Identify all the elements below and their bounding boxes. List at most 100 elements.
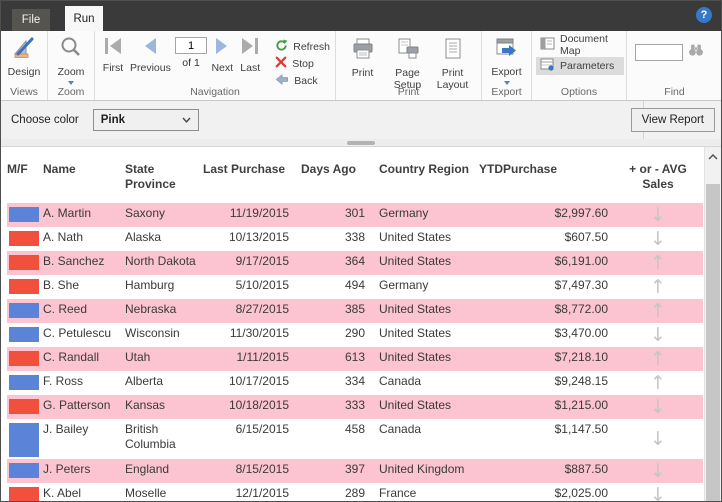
table-row: A. Nath Alaska 10/13/2015 338 United States $… xyxy=(7,227,703,251)
table-row: C. Petulescu Wisconsin 11/30/2015 290 United… xyxy=(7,323,703,347)
ytd-purchase-cell: $7,218.10 xyxy=(554,349,608,364)
last-purchase-cell: 8/15/2015 xyxy=(235,461,289,476)
design-button[interactable]: Design xyxy=(2,31,46,78)
red-indicator-swatch xyxy=(9,230,39,246)
blue-indicator-swatch xyxy=(9,374,39,390)
next-page-button[interactable]: Next xyxy=(208,35,236,74)
print-layout-icon xyxy=(440,36,466,65)
days-ago-cell: 397 xyxy=(344,461,365,476)
name-cell: A. Nath xyxy=(43,229,84,244)
last-purchase-cell: 11/30/2015 xyxy=(229,325,289,340)
trend-down-arrow-icon: ↓ xyxy=(650,427,666,450)
previous-page-button[interactable]: Previous xyxy=(127,35,174,74)
country-region-cell: United States xyxy=(379,301,452,316)
state-province-cell: British Columbia xyxy=(125,421,176,452)
trend-down-arrow-icon: ↓ xyxy=(650,395,666,418)
mf-indicator-cell xyxy=(7,483,43,501)
name-cell: B. Sanchez xyxy=(43,253,105,268)
view-report-button[interactable]: View Report xyxy=(630,108,715,132)
print-button[interactable]: Print xyxy=(340,34,385,91)
country-region-cell: France xyxy=(379,485,417,500)
printer-icon xyxy=(350,36,376,65)
table-row: C. Randall Utah 1/11/2015 613 United States $… xyxy=(7,346,703,371)
last-purchase-cell: 9/17/2015 xyxy=(235,253,289,268)
name-cell: C. Petulescu xyxy=(43,325,112,340)
state-province-cell: Wisconsin xyxy=(125,325,180,340)
days-ago-cell: 301 xyxy=(344,205,365,220)
days-ago-cell: 290 xyxy=(344,325,365,340)
document-map-icon xyxy=(540,37,555,53)
find-input[interactable] xyxy=(635,44,683,61)
mf-indicator-cell xyxy=(7,251,43,275)
mf-indicator-cell xyxy=(7,275,43,299)
stop-button[interactable]: Stop xyxy=(272,55,333,72)
zoom-button[interactable]: Zoom xyxy=(49,31,93,86)
report-table: M/F Name State Province Last Purchase Days A… xyxy=(7,160,703,501)
scrollbar-thumb[interactable] xyxy=(706,184,720,501)
chevron-down-icon xyxy=(182,114,191,126)
stop-icon xyxy=(275,56,287,71)
table-row: G. Patterson Kansas 10/18/2015 333 United St… xyxy=(7,394,703,419)
scrollbar-track[interactable] xyxy=(705,164,721,184)
ribbon-group-print: Print Page Setup Print Layout Print xyxy=(336,31,482,100)
ribbon-group-views: Design Views xyxy=(1,31,48,100)
tab-run[interactable]: Run xyxy=(65,6,103,31)
state-province-cell: Alberta xyxy=(125,373,164,388)
ytd-purchase-cell: $7,497.30 xyxy=(554,277,608,292)
ytd-purchase-cell: $1,215.00 xyxy=(554,397,608,412)
page-setup-button[interactable]: Page Setup xyxy=(385,34,430,91)
ytd-purchase-cell: $2,997.60 xyxy=(554,205,608,220)
export-dropdown-caret-icon xyxy=(503,81,510,86)
column-header: Country Region xyxy=(379,162,469,176)
country-region-cell: United States xyxy=(379,349,452,364)
export-button[interactable]: Export xyxy=(484,31,530,86)
mf-indicator-cell xyxy=(7,395,43,419)
country-region-cell: United States xyxy=(379,397,452,412)
refresh-button[interactable]: Refresh xyxy=(272,38,333,55)
table-row: C. Reed Nebraska 8/27/2015 385 United States… xyxy=(7,298,703,323)
back-button[interactable]: Back xyxy=(272,72,333,89)
splitter-bar[interactable] xyxy=(1,139,721,147)
page-number-input[interactable] xyxy=(175,37,208,54)
ytd-purchase-cell: $6,191.00 xyxy=(554,253,608,268)
days-ago-cell: 494 xyxy=(344,277,365,292)
blue-indicator-swatch xyxy=(9,302,39,318)
state-province-cell: North Dakota xyxy=(125,253,196,268)
document-map-button[interactable]: Document Map xyxy=(536,33,624,57)
parameters-icon xyxy=(540,58,555,74)
next-page-icon xyxy=(211,37,233,58)
state-province-cell: Saxony xyxy=(125,205,166,220)
export-group-label: Export xyxy=(491,86,522,98)
help-icon[interactable]: ? xyxy=(696,7,712,23)
ytd-purchase-cell: $9,248.15 xyxy=(554,373,608,388)
ytd-purchase-cell: $607.50 xyxy=(564,229,608,244)
state-province-cell: Alaska xyxy=(125,229,162,244)
splitter-grip-icon xyxy=(347,141,375,145)
column-header: M/F xyxy=(7,162,28,176)
ytd-purchase-cell: $887.50 xyxy=(564,461,608,476)
trend-down-arrow-icon: ↓ xyxy=(650,323,666,346)
design-icon xyxy=(11,35,37,64)
trend-up-arrow-icon: ↑ xyxy=(650,275,666,298)
report-table-header-row: M/F Name State Province Last Purchase Days A… xyxy=(7,160,703,203)
report-table-body: A. Martin Saxony 11/19/2015 301 Germany $2,99… xyxy=(7,202,703,501)
scroll-up-button[interactable] xyxy=(705,147,721,164)
tab-file[interactable]: File xyxy=(12,9,50,31)
last-purchase-cell: 10/17/2015 xyxy=(228,373,289,388)
print-layout-button[interactable]: Print Layout xyxy=(430,34,475,91)
trend-up-arrow-icon: ↑ xyxy=(650,251,666,274)
last-page-button[interactable]: Last xyxy=(236,35,264,74)
options-group-label: Options xyxy=(560,86,598,98)
state-province-cell: Hamburg xyxy=(125,277,175,292)
country-region-cell: Canada xyxy=(379,373,422,388)
parameters-button[interactable]: Parameters xyxy=(536,57,624,75)
name-cell: B. She xyxy=(43,277,80,292)
red-indicator-swatch xyxy=(9,254,39,270)
days-ago-cell: 334 xyxy=(344,373,365,388)
first-page-button[interactable]: First xyxy=(99,35,127,74)
views-group-label: Views xyxy=(10,86,38,98)
name-cell: F. Ross xyxy=(43,373,84,388)
vertical-scrollbar[interactable] xyxy=(704,147,721,501)
country-region-cell: Germany xyxy=(379,277,429,292)
choose-color-dropdown[interactable]: Pink xyxy=(92,109,199,131)
